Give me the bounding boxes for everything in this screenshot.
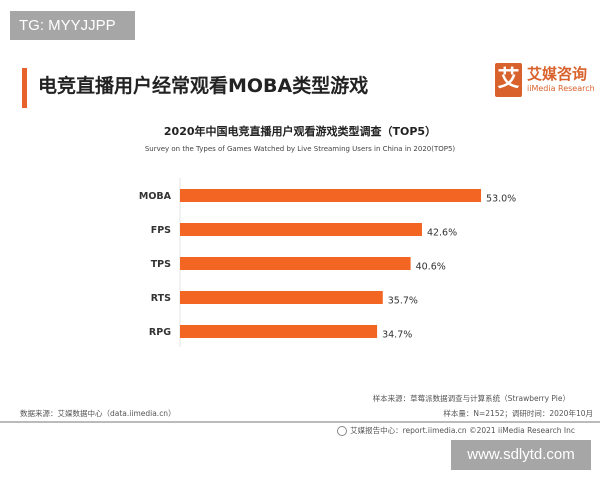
category-label: FPS bbox=[151, 225, 171, 236]
sample-source: 样本来源：草莓派数据调查与计算系统（Strawberry Pie） bbox=[372, 394, 570, 403]
category-label: RPG bbox=[149, 327, 171, 338]
sample-info: 样本量：N=2152；调研时间：2020年10月 bbox=[443, 409, 593, 418]
category-label: RTS bbox=[151, 293, 171, 304]
bar-tps bbox=[180, 257, 411, 270]
data-label: 34.7% bbox=[382, 330, 412, 341]
logo-text-en: iiMedia Research bbox=[527, 84, 595, 93]
footer-divider bbox=[0, 421, 600, 423]
title-accent-bar bbox=[22, 68, 27, 108]
data-label: 42.6% bbox=[427, 228, 457, 239]
data-label: 40.6% bbox=[416, 262, 446, 273]
report-center: 艾媒报告中心：report.iimedia.cn ©2021 iiMedia R… bbox=[337, 425, 575, 436]
logo-icon: 艾 bbox=[495, 63, 522, 97]
bar-chart: MOBA 53.0% FPS 42.6% TPS 40.6% RTS 35.7% RPG 34.7… bbox=[139, 178, 516, 347]
category-label: MOBA bbox=[139, 191, 172, 202]
watermark: www.sdlytd.com bbox=[451, 440, 591, 470]
bar-rpg bbox=[180, 325, 378, 338]
chart-subtitle: Survey on the Types of Games Watched by … bbox=[144, 145, 456, 153]
bar-rts bbox=[180, 291, 383, 304]
data-label: 35.7% bbox=[388, 296, 418, 307]
report-center-icon bbox=[337, 426, 348, 436]
page-title: 电竞直播用户经常观看MOBA类型游戏 bbox=[38, 75, 369, 97]
category-label: TPS bbox=[151, 259, 171, 270]
chart-title: 2020年中国电竞直播用户观看游戏类型调查（TOP5） bbox=[163, 125, 437, 138]
bar-moba bbox=[180, 189, 482, 202]
logo-text-cn: 艾媒咨询 bbox=[527, 65, 588, 83]
data-label: 53.0% bbox=[486, 194, 516, 205]
bar-fps bbox=[180, 223, 422, 236]
overlay-tag: TG: MYYJJPP bbox=[10, 11, 135, 40]
data-source: 数据来源：艾媒数据中心（data.iimedia.cn） bbox=[20, 409, 176, 418]
report-center-text: 艾媒报告中心：report.iimedia.cn ©2021 iiMedia R… bbox=[350, 426, 575, 435]
